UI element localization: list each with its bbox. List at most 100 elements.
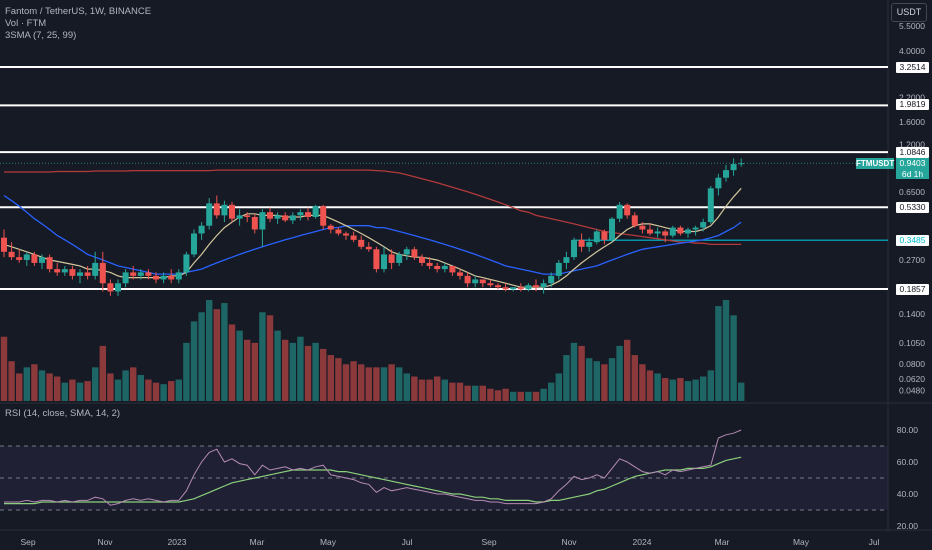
candle-body [479,279,486,284]
rsi-line [4,429,742,506]
volume-bar [206,300,213,401]
volume-bar [563,355,570,401]
candle-body [77,272,83,276]
volume-bar [259,312,266,401]
volume-bar [84,381,91,401]
time-axis-label: Jul [869,537,880,547]
volume-bar [441,379,448,401]
candle-body [472,279,479,284]
candle-body [586,242,593,247]
volume-bar [160,384,167,401]
price-axis-tick: 5.5000 [899,21,925,31]
volume-bar [114,379,122,401]
volume-bar [510,391,517,401]
candle-body [206,203,213,226]
candle-body [388,254,395,263]
candle-body [525,285,532,290]
volume-bar [221,303,228,401]
volume-bar [198,312,205,401]
volume-bar [358,364,365,401]
candle-body [1,237,7,252]
candle-body [39,257,45,263]
currency-button[interactable]: USDT [891,3,927,22]
volume-bar [532,391,540,401]
volume-bar [16,373,23,401]
time-axis-label: Sep [481,537,496,547]
volume-bar [654,373,661,401]
volume-bar [168,381,175,401]
volume-bar [707,370,714,401]
price-axis-tick: 1.6000 [899,117,925,127]
candle-body [517,287,524,290]
volume-bar [738,382,745,401]
candle-body [175,272,182,280]
volume-bar [548,382,555,401]
chart-title: Fantom / TetherUS, 1W, BINANCE [5,6,152,17]
candle-body [153,275,159,280]
rsi-axis-tick: 60.00 [897,457,919,467]
candle-body [434,265,441,270]
volume-bar [456,382,464,401]
candle-body [616,204,623,219]
volume-bar [418,379,426,401]
volume-bar [335,358,342,401]
volume-bar [631,355,638,401]
volume-bars [0,300,745,401]
level-badge-1: 3.2514 [896,62,929,73]
candle-body [145,272,152,276]
candle-body [449,265,456,273]
candle-body [130,272,137,276]
volume-bar [494,390,502,401]
candle-body [137,272,144,276]
candle-body [327,225,334,230]
volume-bar [624,339,631,401]
candle-body [229,204,235,219]
candle-body [31,254,38,263]
volume-bar [31,364,38,401]
candle-body [738,163,745,165]
candle-body [373,249,380,270]
candle-body [115,283,121,292]
volume-bar [479,385,486,401]
candle-body [320,206,327,226]
price-axis-tick: 0.2700 [899,255,925,265]
sma-legend: 3SMA (7, 25, 99) [5,30,77,41]
volume-bar [434,376,441,401]
volume-bar [152,382,160,401]
volume-bar [38,370,46,401]
volume-bar [388,364,395,401]
candle-body [441,265,448,270]
volume-bar [92,367,99,401]
candle-body [647,229,653,234]
last-price: 0.9403 [899,158,926,168]
volume-bar [411,376,418,401]
candle-body [723,170,729,178]
volume-bar [54,376,61,401]
candle-body [23,254,30,260]
volume-bar [130,367,137,401]
candle-body [289,215,296,221]
price-axis-tick: 0.0620 [899,374,925,384]
volume-bar [107,373,114,401]
level-badge-3: 1.0846 [896,147,929,158]
candle-body [654,231,661,234]
candle-body [609,218,615,240]
volume-bar [0,336,8,401]
volume-bar [236,330,243,401]
volume-bar [578,345,585,401]
candle-body [677,227,684,234]
candle-body [267,212,273,219]
candle-body [692,227,699,230]
volume-bar [692,379,699,401]
volume-bar [244,339,251,401]
volume-bar [517,391,524,401]
volume-bar [722,300,730,401]
candle-body [707,188,714,223]
volume-bar [251,342,258,401]
volume-bar [99,345,106,401]
volume-bar [304,345,312,401]
sma-slow-line [4,169,742,246]
price-axis-tick: 0.1050 [899,338,925,348]
ticker-badge: FTMUSDT [856,158,895,169]
